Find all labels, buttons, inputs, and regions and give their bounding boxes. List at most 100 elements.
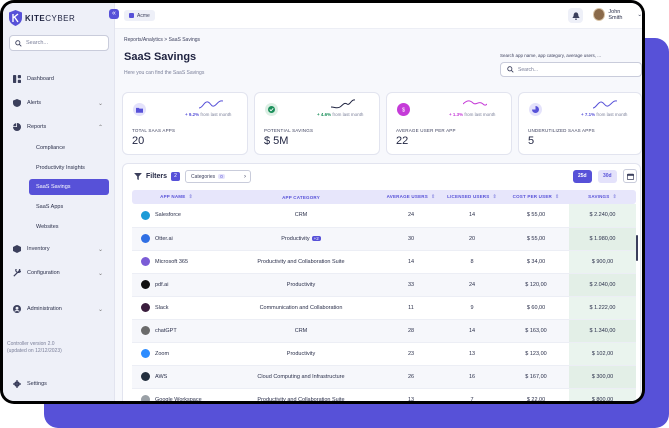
sparkline	[331, 99, 355, 109]
app-category-cell: Productivity and Collaboration Suite	[221, 250, 381, 274]
logo[interactable]: KITECYBER	[9, 10, 75, 26]
table-row[interactable]: Otter.ai Productivity +2 30 20 $ 55,00 $ 1.980…	[132, 227, 636, 251]
sidebar-item-configuration[interactable]: Configuration ⌄	[13, 266, 105, 280]
column-header-average-users[interactable]: AVERAGE USERS ⇕	[381, 190, 441, 204]
card-value: 20	[132, 135, 145, 147]
trend-text: + 7.1% from last month	[581, 112, 628, 117]
licensed-users-cell: 9	[441, 296, 503, 320]
app-logo-icon	[141, 234, 150, 243]
sidebar-subitem-saas-savings[interactable]: SaaS Savings	[29, 179, 109, 195]
app-logo-icon	[141, 349, 150, 358]
sidebar-item-alerts[interactable]: Alerts ⌄	[13, 96, 105, 110]
app-name-cell: Google Workspace	[132, 388, 221, 401]
check-badge-icon	[265, 103, 278, 116]
collapse-sidebar-button[interactable]: «	[109, 9, 119, 19]
savings-cell: $ 1.340,00	[569, 319, 636, 343]
period-30d-button[interactable]: 30d	[598, 170, 617, 183]
sidebar-item-administration[interactable]: Administration ⌄	[13, 302, 105, 316]
dashboard-icon	[13, 75, 21, 83]
average-users-cell: 14	[381, 250, 441, 274]
average-users-cell: 24	[381, 204, 441, 228]
workspace-selector[interactable]: Acme	[124, 10, 155, 21]
card-value: $ 5M	[264, 135, 289, 147]
column-header-app-name[interactable]: APP NAME ⇕	[132, 190, 221, 204]
app-category-cell: Productivity +2	[221, 227, 381, 251]
card-value: 5	[528, 135, 535, 147]
more-categories-badge[interactable]: +2	[311, 235, 321, 241]
sidebar-search-input[interactable]: Search...	[9, 35, 109, 51]
sidebar-subitem-saas-apps[interactable]: SaaS Apps	[36, 204, 64, 210]
column-header-licensed-users[interactable]: LICENSED USERS ⇕	[441, 190, 503, 204]
sparkline	[463, 100, 487, 106]
table-row[interactable]: pdf.ai Productivity 33 24 $ 120,00 $ 2.040,00	[132, 273, 636, 297]
cost-per-user-cell: $ 34,00	[503, 250, 569, 274]
average-users-cell: 28	[381, 319, 441, 343]
app-logo-icon	[141, 303, 150, 312]
chevron-right-icon: ›	[244, 173, 246, 180]
app-category-cell: Communication and Collaboration	[221, 296, 381, 320]
licensed-users-cell: 8	[441, 250, 503, 274]
chevron-down-icon: ⌄	[97, 246, 103, 253]
notifications-button[interactable]	[568, 8, 583, 23]
sidebar-item-inventory[interactable]: Inventory ⌄	[13, 242, 105, 256]
savings-cell: $ 800,00	[569, 388, 636, 401]
app-logo-icon	[141, 372, 150, 381]
table-scrollbar[interactable]	[636, 235, 638, 261]
table-row[interactable]: Slack Communication and Collaboration 11 9 $…	[132, 296, 636, 320]
device-frame: KITECYBER Search... Dashboard Alerts ⌄ R…	[0, 0, 645, 404]
chevron-up-icon: ⌃	[97, 124, 103, 131]
app-name-cell: Otter.ai	[132, 227, 221, 251]
app-logo-icon	[141, 257, 150, 266]
table-row[interactable]: Zoom Productivity 23 13 $ 123,00 $ 102,00	[132, 342, 636, 366]
calendar-icon	[626, 173, 634, 180]
card-label: AVERAGE USER PER APP	[396, 128, 456, 133]
sidebar-subitem-compliance[interactable]: Compliance	[36, 145, 66, 151]
wrench-icon	[13, 269, 21, 277]
app-category-cell: CRM	[221, 319, 381, 343]
column-header-savings[interactable]: SAVINGS ⇕	[569, 190, 636, 204]
app-category-cell: Cloud Computing and Infrastructure	[221, 365, 381, 389]
sort-icon: ⇕	[492, 194, 497, 200]
table-row[interactable]: Microsoft 365 Productivity and Collaborat…	[132, 250, 636, 274]
sidebar-item-dashboard[interactable]: Dashboard	[13, 72, 105, 86]
app-logo-icon	[141, 210, 150, 220]
categories-dropdown[interactable]: Categories 0 ›	[185, 170, 251, 183]
sidebar-subitem-websites[interactable]: Websites	[36, 224, 59, 230]
average-users-cell: 30	[381, 227, 441, 251]
saas-savings-table-panel: Filters 2 Categories 0 › 25d 30d APP NAM…	[122, 163, 641, 401]
sidebar-item-settings[interactable]: Settings	[13, 377, 105, 391]
card-label: POTENTIAL SAVINGS	[264, 128, 314, 133]
user-icon	[13, 305, 21, 313]
chevron-down-icon: ⌄	[97, 306, 103, 313]
period-25d-button[interactable]: 25d	[573, 170, 592, 183]
saas-apps-table: APP NAME ⇕ APP CATEGORY AVERAGE USERS ⇕ LI…	[132, 190, 636, 401]
app-name-cell: pdf.ai	[132, 273, 221, 297]
sidebar-item-reports[interactable]: Reports ⌃	[13, 120, 105, 134]
filter-icon	[134, 173, 142, 180]
breadcrumb[interactable]: Reports/Analytics > SaaS Savings	[124, 37, 201, 43]
search-icon	[507, 66, 514, 73]
search-input[interactable]: Search...	[500, 62, 642, 77]
app-name-cell: Microsoft 365	[132, 250, 221, 274]
folder-icon	[133, 103, 146, 116]
filters-button[interactable]: Filters 2	[134, 172, 181, 181]
sparkline	[593, 100, 617, 109]
categories-count-badge: 0	[218, 174, 225, 179]
table-row[interactable]: chatGPT CRM 28 14 $ 163,00 $ 1.340,00	[132, 319, 636, 343]
savings-cell: $ 102,00	[569, 342, 636, 366]
table-row[interactable]: Salesforce CRM 24 14 $ 55,00 $ 2.240,00	[132, 204, 636, 228]
column-header-app-category[interactable]: APP CATEGORY	[221, 190, 381, 204]
user-menu[interactable]: John Smith ⌄	[593, 8, 642, 21]
table-row[interactable]: AWS Cloud Computing and Infrastructure 26 1…	[132, 365, 636, 389]
calendar-button[interactable]	[623, 169, 637, 183]
chevron-down-icon: ⌄	[97, 270, 103, 277]
stat-card-average-user: $ + 1.3% from last month AVERAGE USER PE…	[386, 92, 512, 155]
cost-per-user-cell: $ 22,00	[503, 388, 569, 401]
column-header-cost-per-user[interactable]: COST PER USER ⇕	[503, 190, 569, 204]
sidebar-subitem-productivity-insights[interactable]: Productivity Insights	[36, 165, 85, 171]
table-row[interactable]: Google Workspace Productivity and Collabo…	[132, 388, 636, 401]
app-category-cell: Productivity	[221, 273, 381, 297]
bell-icon	[571, 11, 580, 20]
stat-card-underutilized-apps: + 7.1% from last month UNDERUTILIZED SAA…	[518, 92, 642, 155]
workspace-icon	[129, 13, 134, 18]
